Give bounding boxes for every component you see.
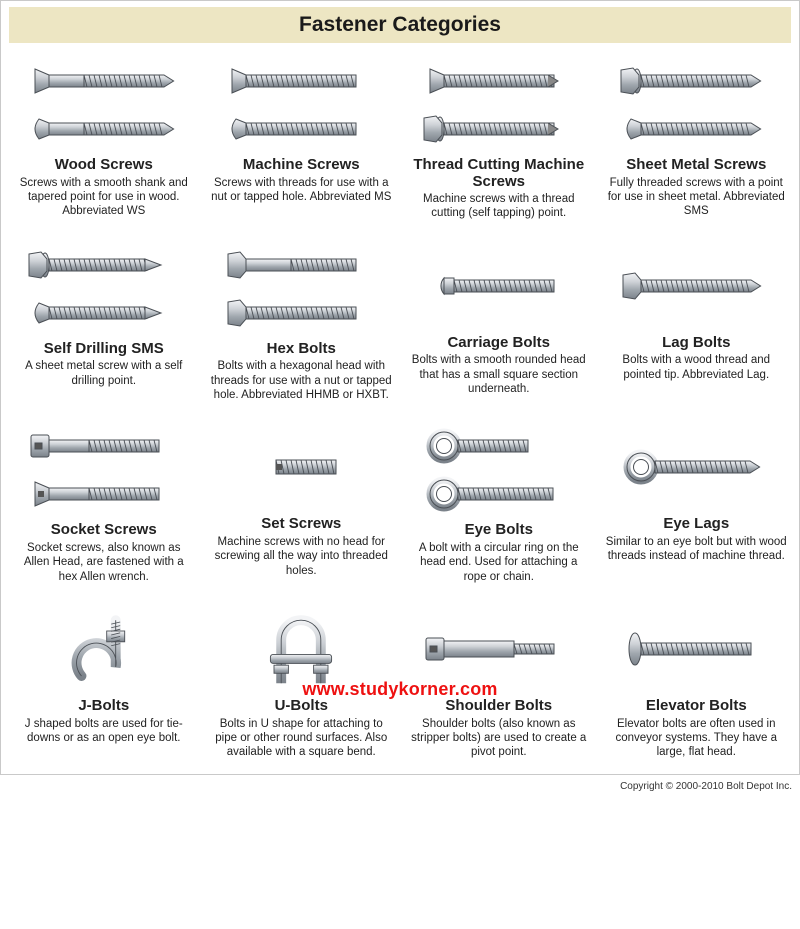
fastener-name: Self Drilling SMS [13, 341, 195, 358]
fastener-image-set-screws [211, 422, 393, 512]
fastener-desc: J shaped bolts are used for tie-downs or… [13, 717, 195, 746]
fastener-image-hex-bolts [211, 241, 393, 337]
fastener-image-sheet-metal [606, 57, 788, 153]
fastener-eye-lags: Eye Lags Similar to an eye bolt but with … [602, 418, 792, 594]
fastener-name: Shoulder Bolts [408, 698, 590, 715]
fastener-set-screws: Set Screws Machine screws with no head fo… [207, 418, 397, 594]
fastener-name: Elevator Bolts [606, 698, 788, 715]
fastener-desc: Machine screws with no head for screwing… [211, 535, 393, 578]
fastener-name: Eye Bolts [408, 522, 590, 539]
fastener-carriage-bolts: Carriage BoltsBolts with a smooth rounde… [404, 237, 594, 413]
fastener-name: Carriage Bolts [408, 335, 590, 352]
fastener-desc: Bolts with a wood thread and pointed tip… [606, 353, 788, 382]
fastener-image-thread-cutting [408, 57, 590, 153]
fastener-desc: Bolts with a smooth rounded head that ha… [408, 353, 590, 396]
fastener-desc: Socket screws, also known as Allen Head,… [13, 541, 195, 584]
fastener-name: Sheet Metal Screws [606, 157, 788, 174]
fastener-name: Hex Bolts [211, 341, 393, 358]
page-title: Fastener Categories [9, 13, 791, 37]
fastener-image-elevator-bolts [606, 604, 788, 694]
fastener-elevator-bolts: Elevator Bolts Elevator bolts are often u… [602, 600, 792, 770]
fastener-image-carriage-bolts [408, 241, 590, 331]
fastener-hex-bolts: Hex BoltsBolts with a hexagonal head wit… [207, 237, 397, 413]
fastener-desc: A bolt with a circular ring on the head … [408, 541, 590, 584]
fastener-image-eye-bolts [408, 422, 590, 518]
fastener-name: Wood Screws [13, 157, 195, 174]
fastener-desc: Bolts in U shape for attaching to pipe o… [211, 717, 393, 760]
fastener-image-shoulder-bolts [408, 604, 590, 694]
copyright-text: Copyright © 2000-2010 Bolt Depot Inc. [0, 775, 800, 792]
fastener-self-drilling: Self Drilling SMSA sheet metal screw wit… [9, 237, 199, 413]
fastener-image-lag-bolts [606, 241, 788, 331]
page-frame: Fastener Categories www.studykorner.com … [0, 0, 800, 775]
fastener-image-wood-screws [13, 57, 195, 153]
fastener-desc: Shoulder bolts (also known as stripper b… [408, 717, 590, 760]
fastener-desc: A sheet metal screw with a self drilling… [13, 359, 195, 388]
fastener-image-socket-screws [13, 422, 195, 518]
fastener-image-j-bolts [13, 604, 195, 694]
fastener-image-self-drilling [13, 241, 195, 337]
fastener-j-bolts: J-Bolts J shaped bolts are used for tie-d… [9, 600, 199, 770]
fastener-desc: Fully threaded screws with a point for u… [606, 176, 788, 219]
fastener-name: Set Screws [211, 516, 393, 533]
fastener-image-machine-screws [211, 57, 393, 153]
fastener-socket-screws: Socket Screws Socket screws, also known a… [9, 418, 199, 594]
fastener-desc: Similar to an eye bolt but with wood thr… [606, 535, 788, 564]
fastener-desc: Screws with threads for use with a nut o… [211, 176, 393, 205]
fastener-desc: Bolts with a hexagonal head with threads… [211, 359, 393, 402]
fastener-name: Eye Lags [606, 516, 788, 533]
fastener-shoulder-bolts: Shoulder Bolts Shoulder bolts (also known… [404, 600, 594, 770]
fastener-sheet-metal: Sheet Metal Screws Fully threaded screws … [602, 53, 792, 231]
fastener-wood-screws: Wood Screws Screws with a smooth shank an… [9, 53, 199, 231]
fastener-desc: Screws with a smooth shank and tapered p… [13, 176, 195, 219]
fastener-desc: Elevator bolts are often used in conveyo… [606, 717, 788, 760]
fastener-grid: www.studykorner.com Wood ScrewsScrews wi… [9, 53, 791, 770]
fastener-machine-screws: Machine Screws Screws with threads for us… [207, 53, 397, 231]
fastener-name: Lag Bolts [606, 335, 788, 352]
fastener-name: U-Bolts [211, 698, 393, 715]
fastener-name: Machine Screws [211, 157, 393, 174]
fastener-image-eye-lags [606, 422, 788, 512]
fastener-name: Thread Cutting Machine Screws [408, 157, 590, 190]
title-bar: Fastener Categories [9, 7, 791, 43]
fastener-eye-bolts: Eye Bolts A bolt with a circular ring on … [404, 418, 594, 594]
fastener-image-u-bolts [211, 604, 393, 694]
fastener-name: J-Bolts [13, 698, 195, 715]
fastener-name: Socket Screws [13, 522, 195, 539]
fastener-u-bolts: U-Bolts Bolts in U shape for attaching to… [207, 600, 397, 770]
fastener-desc: Machine screws with a thread cutting (se… [408, 192, 590, 221]
fastener-thread-cutting: Thread Cutting Machine ScrewsMachine scr… [404, 53, 594, 231]
fastener-lag-bolts: Lag BoltsBolts with a wood thread and po… [602, 237, 792, 413]
